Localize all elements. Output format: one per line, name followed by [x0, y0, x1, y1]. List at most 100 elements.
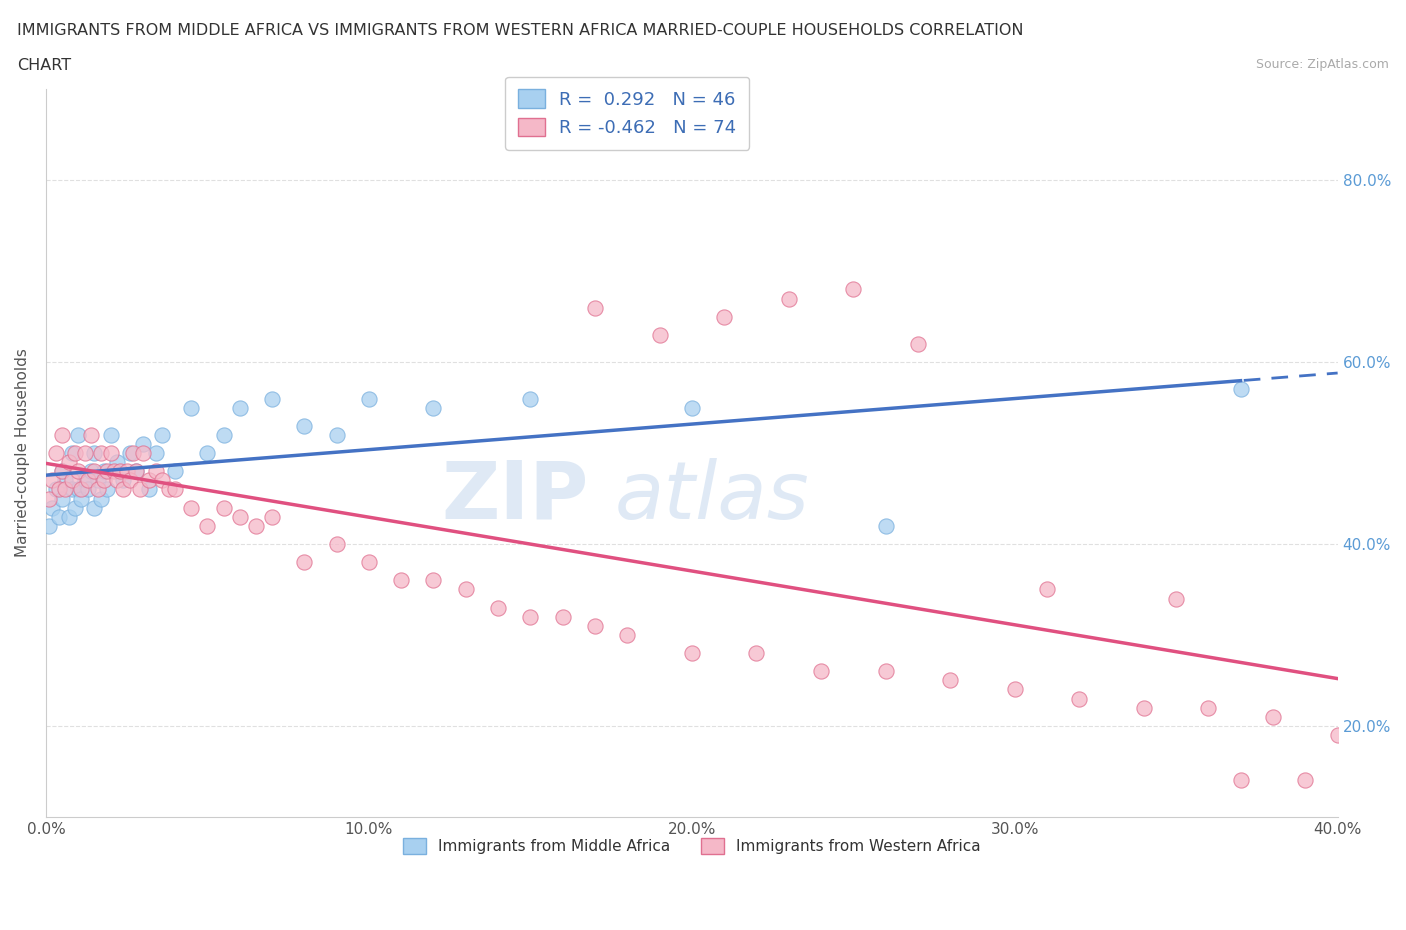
- Point: [80, 428, 103, 443]
- Point: [80, 464, 103, 479]
- Point: [38, 491, 60, 506]
- Point: [70, 491, 93, 506]
- Point: [45, 445, 67, 460]
- Point: [180, 500, 202, 515]
- Point: [245, 518, 267, 533]
- Point: [73, 472, 96, 487]
- Point: [105, 455, 128, 470]
- Y-axis label: Married-couple Households: Married-couple Households: [15, 349, 30, 557]
- Point: [1229, 773, 1251, 788]
- Point: [51, 464, 73, 479]
- Point: [51, 491, 73, 506]
- Point: [67, 428, 90, 443]
- Point: [292, 418, 315, 433]
- Point: [681, 645, 703, 660]
- Point: [1069, 691, 1091, 706]
- Point: [551, 609, 574, 624]
- Point: [53, 482, 76, 497]
- Point: [454, 582, 477, 597]
- Point: [778, 291, 800, 306]
- Point: [519, 392, 541, 406]
- Point: [1326, 727, 1348, 742]
- Point: [486, 600, 509, 615]
- Point: [38, 518, 60, 533]
- Point: [260, 510, 283, 525]
- Point: [138, 482, 160, 497]
- Point: [118, 472, 141, 487]
- Point: [83, 464, 105, 479]
- Point: [616, 628, 638, 643]
- Point: [83, 500, 105, 515]
- Point: [128, 482, 150, 497]
- Point: [67, 464, 90, 479]
- Point: [90, 491, 112, 506]
- Point: [325, 537, 347, 551]
- Point: [60, 445, 83, 460]
- Point: [357, 392, 380, 406]
- Point: [713, 310, 735, 325]
- Point: [48, 482, 70, 497]
- Point: [150, 472, 173, 487]
- Point: [58, 510, 80, 525]
- Text: CHART: CHART: [17, 58, 70, 73]
- Point: [648, 327, 671, 342]
- Point: [1294, 773, 1316, 788]
- Point: [1036, 582, 1059, 597]
- Text: Source: ZipAtlas.com: Source: ZipAtlas.com: [1256, 58, 1389, 71]
- Point: [150, 428, 173, 443]
- Point: [1198, 700, 1220, 715]
- Point: [132, 445, 155, 460]
- Point: [63, 500, 86, 515]
- Point: [212, 500, 235, 515]
- Point: [105, 472, 128, 487]
- Point: [165, 464, 187, 479]
- Point: [96, 482, 118, 497]
- Point: [77, 482, 100, 497]
- Point: [60, 472, 83, 487]
- Point: [73, 445, 96, 460]
- Point: [125, 464, 148, 479]
- Point: [681, 400, 703, 415]
- Point: [260, 392, 283, 406]
- Point: [51, 464, 73, 479]
- Point: [292, 554, 315, 569]
- Point: [145, 445, 167, 460]
- Point: [157, 482, 180, 497]
- Point: [180, 400, 202, 415]
- Point: [939, 673, 962, 688]
- Point: [125, 464, 148, 479]
- Point: [86, 482, 108, 497]
- Point: [83, 445, 105, 460]
- Point: [93, 464, 115, 479]
- Point: [45, 482, 67, 497]
- Point: [86, 472, 108, 487]
- Point: [53, 472, 76, 487]
- Point: [100, 428, 122, 443]
- Text: IMMIGRANTS FROM MIDDLE AFRICA VS IMMIGRANTS FROM WESTERN AFRICA MARRIED-COUPLE H: IMMIGRANTS FROM MIDDLE AFRICA VS IMMIGRA…: [17, 23, 1024, 38]
- Point: [325, 428, 347, 443]
- Point: [63, 445, 86, 460]
- Point: [422, 400, 444, 415]
- Point: [122, 445, 145, 460]
- Point: [41, 500, 63, 515]
- Point: [103, 464, 125, 479]
- Point: [110, 464, 132, 479]
- Point: [228, 510, 250, 525]
- Text: ZIP: ZIP: [441, 458, 589, 536]
- Point: [96, 464, 118, 479]
- Point: [90, 445, 112, 460]
- Point: [519, 609, 541, 624]
- Text: atlas: atlas: [614, 458, 808, 536]
- Point: [422, 573, 444, 588]
- Point: [70, 482, 93, 497]
- Point: [1229, 382, 1251, 397]
- Point: [118, 445, 141, 460]
- Point: [389, 573, 412, 588]
- Point: [842, 282, 865, 297]
- Point: [58, 455, 80, 470]
- Point: [583, 300, 606, 315]
- Point: [115, 464, 138, 479]
- Point: [60, 482, 83, 497]
- Point: [810, 664, 832, 679]
- Point: [93, 472, 115, 487]
